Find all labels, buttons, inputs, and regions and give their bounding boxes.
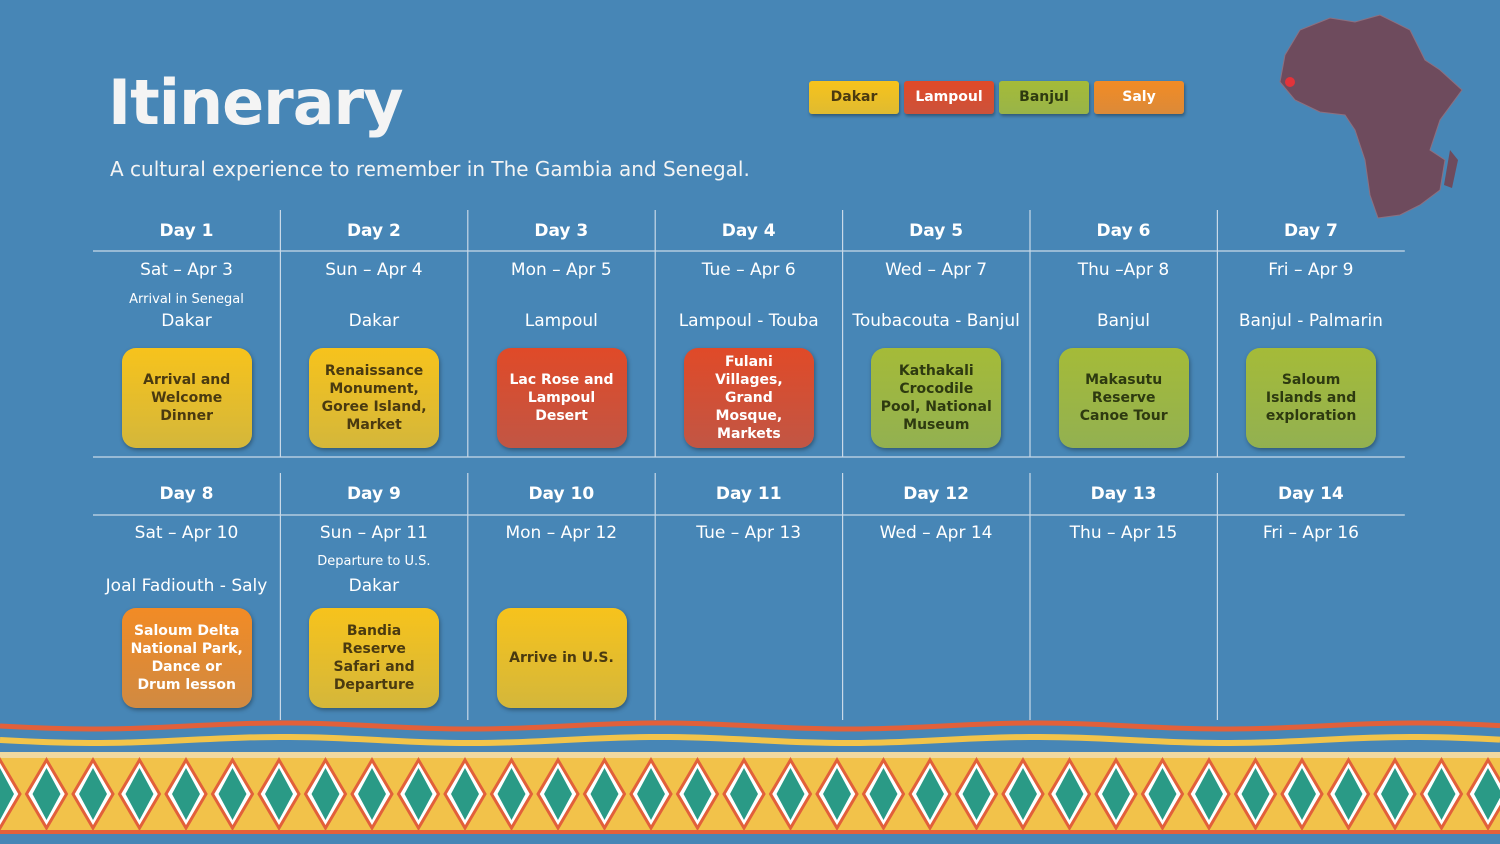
diamond (823, 768, 851, 820)
diamond (590, 768, 619, 820)
day-label: Day 14 (1278, 484, 1344, 504)
stripe (0, 752, 1500, 758)
activity: Kathakali Crocodile Pool, National Museu… (871, 348, 1002, 448)
diamond (1055, 768, 1084, 820)
legend-item: Saly (1094, 81, 1184, 114)
date: Mon – Apr 5 (510, 260, 612, 280)
day-label: Day 2 (346, 221, 401, 241)
location: Lampoul - Touba (678, 311, 819, 331)
location: Joal Fadiouth - Saly (105, 576, 268, 596)
activity: Arrival and Welcome Dinner (121, 348, 252, 448)
day-label: Day 8 (159, 484, 214, 504)
diamond (1009, 768, 1037, 820)
stripe (0, 830, 1500, 834)
note: Arrival in Senegal (129, 292, 244, 307)
day-label: Day 10 (528, 484, 595, 504)
day-label: Day 5 (909, 221, 964, 241)
activity: Fulani Villages, Grand Mosque, Markets (683, 348, 814, 448)
day-label: Day 12 (903, 484, 969, 504)
day-label: Day 3 (534, 221, 589, 241)
subtitle: A cultural experience to remember in The… (110, 157, 750, 181)
diamond (311, 768, 340, 820)
diamond (1474, 768, 1500, 820)
diamond (1195, 768, 1223, 820)
location: Banjul (1096, 311, 1151, 331)
diamond (451, 768, 479, 820)
date: Wed – Apr 14 (879, 523, 993, 543)
diamond (869, 768, 898, 820)
diamond (172, 768, 200, 820)
day-label: Day 1 (159, 221, 214, 241)
diamond (497, 768, 526, 820)
date: Thu – Apr 15 (1069, 523, 1178, 543)
note: Departure to U.S. (317, 554, 431, 569)
location: Dakar (348, 311, 400, 331)
day-label: Day 4 (721, 221, 776, 241)
diamond (404, 768, 433, 820)
date: Sun – Apr 11 (319, 523, 428, 543)
location: Banjul - Palmarin (1238, 311, 1383, 331)
diamond (218, 768, 247, 820)
date: Thu –Apr 8 (1077, 260, 1170, 280)
activity: Makasutu Reserve Canoe Tour (1058, 348, 1189, 448)
diamond (1381, 768, 1409, 820)
activity: Bandia Reserve Safari and Departure (309, 608, 440, 708)
diamond (544, 768, 572, 820)
wave (0, 720, 1500, 732)
title: Itinerary (108, 66, 404, 139)
date: Tue – Apr 13 (696, 523, 802, 543)
day-label: Day 7 (1283, 221, 1338, 241)
diamond (1148, 768, 1177, 820)
diamond (32, 768, 61, 820)
date: Mon – Apr 12 (505, 523, 618, 543)
diamond (79, 768, 107, 820)
day-label: Day 9 (346, 484, 401, 504)
diamond (265, 768, 293, 820)
diamond (358, 768, 386, 820)
date: Wed – Apr 7 (885, 260, 988, 280)
diamond (1288, 768, 1316, 820)
diamond (637, 768, 665, 820)
legend-item: Banjul (999, 81, 1089, 114)
date: Sat – Apr 10 (134, 523, 239, 543)
day-label: Day 13 (1090, 484, 1157, 504)
activity: Saloum Delta National Park, Dance or Dru… (121, 608, 252, 708)
location: Toubacouta - Banjul (852, 311, 1020, 331)
date: Sat – Apr 3 (140, 260, 233, 280)
date: Fri – Apr 9 (1268, 260, 1354, 280)
date: Sun – Apr 4 (325, 260, 423, 280)
diamond (125, 768, 154, 820)
day-label: Day 6 (1096, 221, 1151, 241)
diamond (683, 768, 712, 820)
activity: Saloum Islands and exploration (1246, 348, 1377, 448)
location: Dakar (161, 311, 212, 331)
diamond (730, 768, 758, 820)
wave (0, 733, 1500, 746)
diamond (1102, 768, 1130, 820)
location: Dakar (348, 576, 400, 596)
day-label: Day 11 (715, 484, 782, 504)
date: Fri – Apr 16 (1262, 523, 1359, 543)
diamond (916, 768, 944, 820)
africa-map (1279, 14, 1463, 219)
diamond (1334, 768, 1363, 820)
location: Lampoul (524, 311, 598, 331)
diamond (1427, 768, 1456, 820)
legend-item: Dakar (809, 81, 899, 114)
diamond (776, 768, 805, 820)
date: Tue – Apr 6 (701, 260, 796, 280)
diamond (962, 768, 991, 820)
diamond (1241, 768, 1270, 820)
activity: Lac Rose and Lampoul Desert (496, 348, 627, 448)
diamond (0, 768, 14, 820)
activity: Arrive in U.S. (496, 608, 627, 708)
activity: Renaissance Monument, Goree Island, Mark… (309, 348, 440, 448)
legend-item: Lampoul (904, 81, 994, 114)
